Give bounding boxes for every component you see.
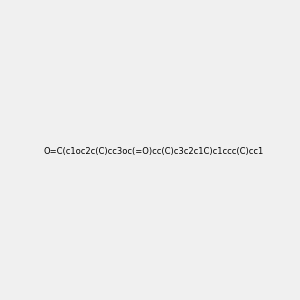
Text: O=C(c1oc2c(C)cc3oc(=O)cc(C)c3c2c1C)c1ccc(C)cc1: O=C(c1oc2c(C)cc3oc(=O)cc(C)c3c2c1C)c1ccc… (44, 147, 264, 156)
